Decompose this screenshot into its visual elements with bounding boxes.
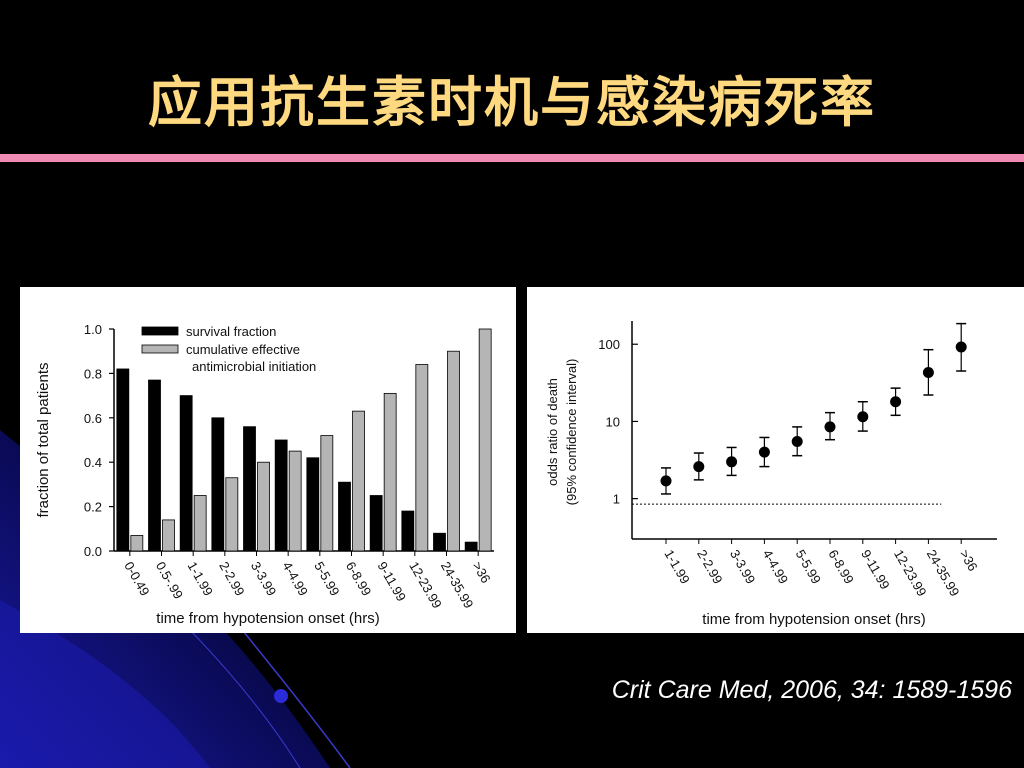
odds-ratio-point [857,411,869,423]
odds-ratio-point [824,421,836,433]
antimicrobial-bar [225,477,239,552]
odds-ratio-point [922,367,934,379]
survival-bar [116,368,130,552]
y-axis-label: fraction of total patients [35,362,52,517]
bar-chart-panel: 0.0 0.2 0.4 0.6 0.8 1.0 0-0.49 0.5-.99 1-1.99 2-2… [20,287,516,633]
x-tick-label: 9-11.99 [375,559,410,604]
x-tick-label: 4-4.99 [760,547,791,586]
y-tick-label: 0.6 [84,411,102,426]
antimicrobial-bar [193,495,207,552]
odds-ratio-point [791,435,803,447]
x-tick-label: 3-3.99 [727,547,758,586]
blue-swoosh-shape [0,600,210,768]
y-tick-label: 0.4 [84,455,102,470]
antimicrobial-bar [478,328,492,552]
antimicrobial-bar [162,519,175,552]
x-tick-label: 1-1.99 [185,559,216,598]
title-underline-bar [0,154,1024,162]
legend-label-survival: survival fraction [186,324,276,339]
x-tick-label: 0.5-.99 [153,559,186,602]
x-tick-label: 1-1.99 [661,547,692,586]
x-axis-label: time from hypotension onset (hrs) [156,610,379,627]
antimicrobial-bar [383,392,397,552]
odds-ratio-point [693,461,705,473]
survival-bar [464,541,478,552]
x-tick-label: 0-0.49 [121,559,152,598]
antimicrobial-bar [130,535,144,552]
survival-bar [148,379,161,552]
survival-bar [306,457,320,552]
odds-ratio-point [890,396,902,408]
x-tick-label: >36 [470,559,494,586]
antimicrobial-bar [320,435,334,552]
y-tick-label: 10 [606,414,620,429]
y-tick-label: 1.0 [84,322,102,337]
legend-swatch-survival [141,326,179,336]
x-tick-label: 5-5.99 [311,559,342,598]
x-tick-label: 6-8.99 [825,547,856,586]
slide-title: 应用抗生素时机与感染病死率 [148,70,876,134]
x-axis-label: time from hypotension onset (hrs) [702,611,925,628]
antimicrobial-bar [447,350,460,552]
citation: Crit Care Med, 2006, 34: 1589-1596 [611,676,1012,704]
y-tick-label: 0.0 [84,544,102,559]
survival-bar [401,510,415,552]
legend-label-antimicrobial: cumulative effective antimicrobial initia… [186,342,316,374]
y-axis-label-line2: (95% confidence interval) [564,359,579,506]
survival-bar [179,395,193,552]
y-tick-label: 100 [598,337,620,352]
x-tick-label: 4-4.99 [280,559,311,598]
odds-ratio-point [758,446,770,458]
odds-ratio-chart-panel: 1 10 100 1-1.99 2-2.99 3-3.99 4-4.99 5-5.99 6-8.… [527,287,1024,633]
x-tick-label: 5-5.99 [793,547,824,586]
survival-bar [274,439,288,552]
antimicrobial-bar [257,461,270,552]
x-tick-label: 6-8.99 [343,559,374,598]
x-tick-label: 9-11.99 [858,547,893,592]
curve-line [179,619,301,768]
antimicrobial-bar [352,410,365,552]
x-tick-label: >36 [957,547,981,574]
odds-ratio-chart: 1 10 100 1-1.99 2-2.99 3-3.99 4-4.99 5-5.99 6-8.… [545,321,997,628]
odds-ratio-point [955,341,967,353]
survival-bar [433,532,446,552]
survival-bar [211,417,225,552]
y-tick-label: 0.8 [84,366,102,381]
x-tick-label: 3-3.99 [248,559,279,598]
blue-dot-decor [274,689,288,703]
antimicrobial-bar [415,364,429,552]
y-axis-label-line1: odds ratio of death [545,378,560,486]
x-tick-label: 12-23.99 [891,547,930,599]
x-tick-label: 2-2.99 [694,547,725,586]
survival-bar [243,426,256,552]
survival-bar [369,495,383,552]
odds-ratio-point [726,456,738,468]
survival-bar [338,481,351,552]
x-tick-label: 2-2.99 [216,559,247,598]
legend-swatch-antimicrobial [141,344,179,354]
y-tick-label: 0.2 [84,500,102,515]
bar-chart: 0.0 0.2 0.4 0.6 0.8 1.0 0-0.49 0.5-.991-1.99 2-2… [35,322,494,627]
antimicrobial-bar [288,450,302,552]
y-tick-label: 1 [613,492,620,507]
odds-ratio-point [660,475,672,487]
